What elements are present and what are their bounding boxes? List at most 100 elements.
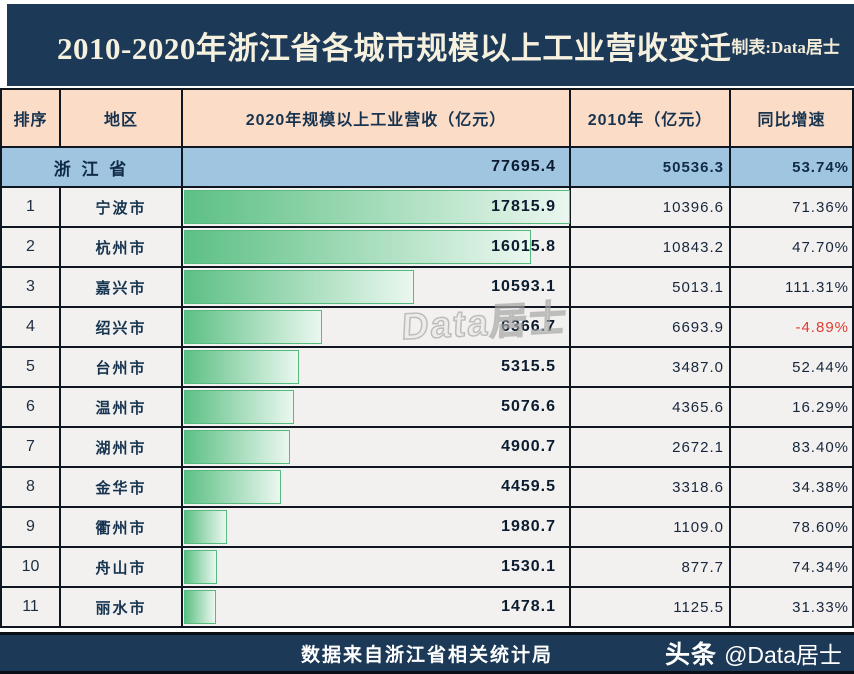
growth-value: 74.34% <box>792 558 849 576</box>
province-2020-value: 77695.4 <box>183 148 571 186</box>
city-cell: 宁波市 <box>61 188 183 226</box>
column-header-growth: 同比增速 <box>757 112 826 129</box>
city-cell: 温州市 <box>61 388 183 426</box>
value-2010: 4365.6 <box>571 388 731 426</box>
value-2020: 5315.5 <box>501 358 556 375</box>
revenue-bar <box>184 470 281 504</box>
revenue-bar <box>184 230 531 264</box>
footer-band: 数据来自浙江省相关统计局 头条 @Data居士 <box>0 632 854 674</box>
table-row: 1 宁波市 17815.9 10396.6 71.36% <box>2 188 852 228</box>
bar-cell: 16015.8 <box>183 228 571 266</box>
rank-cell: 5 <box>2 348 61 386</box>
value-2020: 1530.1 <box>501 558 556 575</box>
footer-brand: 头条 @Data居士 <box>665 635 842 671</box>
growth-value: 16.29% <box>792 398 849 416</box>
value-2020: 1478.1 <box>501 598 556 615</box>
city-cell: 丽水市 <box>61 588 183 626</box>
column-header-2020: 2020年规模以上工业营收（亿元） <box>183 90 571 146</box>
author-handle: @Data居士 <box>724 642 842 668</box>
bar-cell: 6366.7 <box>183 308 571 346</box>
city-cell: 嘉兴市 <box>61 268 183 306</box>
city-cell: 湖州市 <box>61 428 183 466</box>
rank-cell: 10 <box>2 548 61 586</box>
revenue-bar <box>184 390 294 424</box>
value-2010: 10396.6 <box>571 188 731 226</box>
bar-cell: 10593.1 <box>183 268 571 306</box>
revenue-bar <box>184 190 570 224</box>
city-cell: 衢州市 <box>61 508 183 546</box>
rank-cell: 6 <box>2 388 61 426</box>
growth-value: 83.40% <box>792 438 849 456</box>
growth-value: 34.38% <box>792 478 849 496</box>
value-2010: 5013.1 <box>571 268 731 306</box>
title-banner: 2010-2020年浙江省各城市规模以上工业营收变迁 制表:Data居士 <box>7 4 854 86</box>
table-header-row: 排序 地区 2020年规模以上工业营收（亿元） 2010年（亿元） 同比增速 <box>2 90 852 148</box>
column-header-region: 地区 <box>61 90 183 146</box>
city-cell: 绍兴市 <box>61 308 183 346</box>
table-row: 5 台州市 5315.5 3487.0 52.44% <box>2 348 852 388</box>
table-row: 9 衢州市 1980.7 1109.0 78.60% <box>2 508 852 548</box>
table-row: 7 湖州市 4900.7 2672.1 83.40% <box>2 428 852 468</box>
revenue-bar <box>184 590 217 624</box>
bar-cell: 1530.1 <box>183 548 571 586</box>
growth-value: 52.44% <box>792 358 849 376</box>
value-2010: 3487.0 <box>571 348 731 386</box>
page-title: 2010-2020年浙江省各城市规模以上工业营收变迁 <box>57 30 732 66</box>
bar-cell: 17815.9 <box>183 188 571 226</box>
rank-cell: 8 <box>2 468 61 506</box>
bar-cell: 5315.5 <box>183 348 571 386</box>
rank-cell: 7 <box>2 428 61 466</box>
bar-cell: 5076.6 <box>183 388 571 426</box>
data-source-text: 数据来自浙江省相关统计局 <box>300 644 553 666</box>
value-2020: 1980.7 <box>501 518 556 535</box>
table-row: 6 温州市 5076.6 4365.6 16.29% <box>2 388 852 428</box>
value-2010: 10843.2 <box>571 228 731 266</box>
city-cell: 台州市 <box>61 348 183 386</box>
value-2010: 6693.9 <box>571 308 731 346</box>
value-2020: 5076.6 <box>501 398 556 415</box>
rank-cell: 2 <box>2 228 61 266</box>
value-2010: 877.7 <box>571 548 731 586</box>
growth-value: 31.33% <box>792 598 849 616</box>
revenue-bar <box>184 310 322 344</box>
revenue-bar <box>184 510 227 544</box>
value-2020: 4459.5 <box>501 478 556 495</box>
province-2010-value: 50536.3 <box>571 148 731 186</box>
value-2020: 4900.7 <box>501 438 556 455</box>
table-row: 2 杭州市 16015.8 10843.2 47.70% <box>2 228 852 268</box>
value-2010: 3318.6 <box>571 468 731 506</box>
bar-cell: 4900.7 <box>183 428 571 466</box>
province-summary-row: 浙 江 省 77695.4 50536.3 53.74% <box>2 148 852 188</box>
rank-cell: 4 <box>2 308 61 346</box>
table-row: 3 嘉兴市 10593.1 5013.1 111.31% <box>2 268 852 308</box>
rank-cell: 11 <box>2 588 61 626</box>
revenue-bar <box>184 350 300 384</box>
value-2010: 1125.5 <box>571 588 731 626</box>
rank-cell: 1 <box>2 188 61 226</box>
growth-value: -4.89% <box>795 318 849 336</box>
growth-value: 78.60% <box>792 518 849 536</box>
bar-cell: 1478.1 <box>183 588 571 626</box>
revenue-bar <box>184 550 218 584</box>
rank-cell: 3 <box>2 268 61 306</box>
value-2020: 6366.7 <box>501 318 556 335</box>
revenue-bar <box>184 430 291 464</box>
revenue-table: 排序 地区 2020年规模以上工业营收（亿元） 2010年（亿元） 同比增速 浙… <box>0 88 854 628</box>
growth-value: 47.70% <box>792 238 849 256</box>
value-2010: 2672.1 <box>571 428 731 466</box>
bar-cell: 1980.7 <box>183 508 571 546</box>
toutiao-logo: 头条 <box>665 641 718 669</box>
value-2020: 16015.8 <box>491 238 556 255</box>
city-cell: 舟山市 <box>61 548 183 586</box>
table-row: 4 绍兴市 6366.7 6693.9 -4.89% <box>2 308 852 348</box>
city-cell: 金华市 <box>61 468 183 506</box>
table-row: 10 舟山市 1530.1 877.7 74.34% <box>2 548 852 588</box>
table-row: 11 丽水市 1478.1 1125.5 31.33% <box>2 588 852 628</box>
growth-value: 71.36% <box>792 198 849 216</box>
province-name: 浙 江 省 <box>2 148 183 186</box>
value-2020: 10593.1 <box>491 278 556 295</box>
column-header-2010: 2010年（亿元） <box>571 90 731 146</box>
author-credit: 制表:Data居士 <box>731 37 840 57</box>
city-cell: 杭州市 <box>61 228 183 266</box>
